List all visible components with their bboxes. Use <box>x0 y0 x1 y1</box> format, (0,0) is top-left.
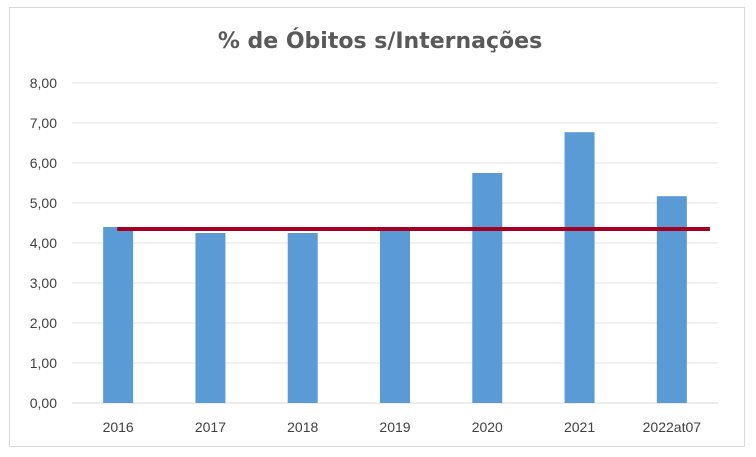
y-tick-label: 3,00 <box>30 275 57 291</box>
bar-2021 <box>564 132 595 403</box>
bar-2016 <box>103 227 134 403</box>
y-tick-label: 8,00 <box>30 75 57 91</box>
y-tick-label: 6,00 <box>30 155 57 171</box>
x-tick-label: 2020 <box>472 419 503 435</box>
x-tick-label: 2017 <box>195 419 226 435</box>
gridlines <box>72 82 718 404</box>
y-tick-label: 1,00 <box>30 355 57 371</box>
chart-title: % de Óbitos s/Internações <box>218 28 542 54</box>
x-tick-label: 2021 <box>564 419 595 435</box>
y-tick-label: 2,00 <box>30 315 57 331</box>
bar-2019 <box>380 231 410 403</box>
bars <box>103 132 687 403</box>
y-tick-label: 5,00 <box>30 195 57 211</box>
x-tick-label: 2019 <box>379 419 410 435</box>
bar-2018 <box>287 233 318 403</box>
x-axis-tick-labels: 2016 2017 2018 2019 2020 2021 2022at07 <box>103 419 702 435</box>
bar-2020 <box>472 173 503 403</box>
y-axis-tick-labels: 0,00 1,00 2,00 3,00 4,00 5,00 6,00 7,00 8,00 <box>30 75 57 411</box>
y-tick-label: 4,00 <box>30 235 57 251</box>
x-tick-label: 2018 <box>287 419 318 435</box>
y-tick-label: 0,00 <box>30 395 57 411</box>
x-tick-label: 2022at07 <box>643 419 702 435</box>
x-tick-label: 2016 <box>103 419 134 435</box>
bar-2017 <box>195 233 226 403</box>
y-tick-label: 7,00 <box>30 115 57 131</box>
